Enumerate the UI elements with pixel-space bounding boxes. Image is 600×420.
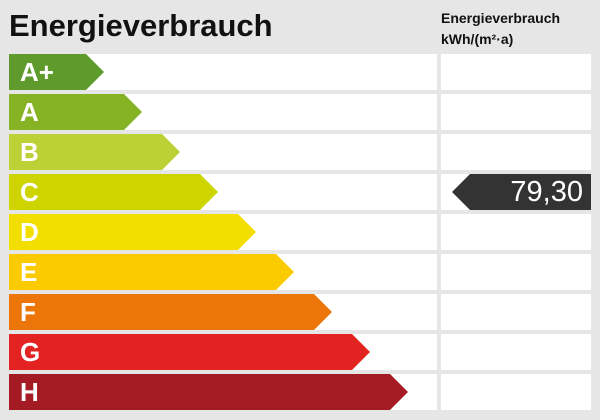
current-value: 79,30: [510, 176, 583, 208]
class-arrow: F: [9, 294, 332, 330]
value-cell: [441, 374, 591, 410]
current-value-pointer: 79,30: [452, 174, 591, 210]
class-label: C: [20, 177, 39, 207]
class-lane: H: [9, 374, 437, 410]
class-label: F: [20, 297, 36, 327]
class-lane: E: [9, 254, 437, 290]
value-cell: [441, 214, 591, 250]
unit-header: Energieverbrauch kWh/(m²·a): [441, 8, 560, 50]
class-label: A: [20, 97, 39, 127]
class-arrow: C: [9, 174, 218, 210]
class-arrow: A: [9, 94, 142, 130]
class-label: D: [20, 217, 39, 247]
class-label: G: [20, 337, 41, 367]
page-title: Energieverbrauch: [9, 8, 273, 43]
class-lane: B: [9, 134, 437, 170]
energy-class-row: C 79,30: [9, 174, 591, 210]
class-arrow: E: [9, 254, 294, 290]
class-lane: D: [9, 214, 437, 250]
energy-class-row: E: [9, 254, 591, 290]
class-lane: G: [9, 334, 437, 370]
energy-class-row: A+: [9, 54, 591, 90]
class-lane: A+: [9, 54, 437, 90]
unit-header-label: Energieverbrauch: [441, 10, 561, 26]
class-arrow: A+: [9, 54, 104, 90]
value-cell: [441, 134, 591, 170]
value-cell: [441, 254, 591, 290]
class-lane: F: [9, 294, 437, 330]
unit-header-unit: kWh/(m²·a): [441, 31, 514, 47]
class-arrow: D: [9, 214, 256, 250]
class-label: H: [20, 377, 39, 407]
value-cell: [441, 294, 591, 330]
energy-class-row: F: [9, 294, 591, 330]
class-label: A+: [20, 57, 54, 87]
class-label: B: [20, 137, 39, 167]
value-cell: [441, 94, 591, 130]
energy-class-row: B: [9, 134, 591, 170]
class-arrow: G: [9, 334, 370, 370]
class-arrow: H: [9, 374, 408, 410]
class-arrow: B: [9, 134, 180, 170]
class-label: E: [20, 257, 38, 287]
class-lane: A: [9, 94, 437, 130]
energy-class-row: A: [9, 94, 591, 130]
energy-class-row: D: [9, 214, 591, 250]
value-cell: [441, 54, 591, 90]
class-lane: C: [9, 174, 437, 210]
energy-class-row: H: [9, 374, 591, 410]
value-cell: [441, 334, 591, 370]
energy-class-row: G: [9, 334, 591, 370]
